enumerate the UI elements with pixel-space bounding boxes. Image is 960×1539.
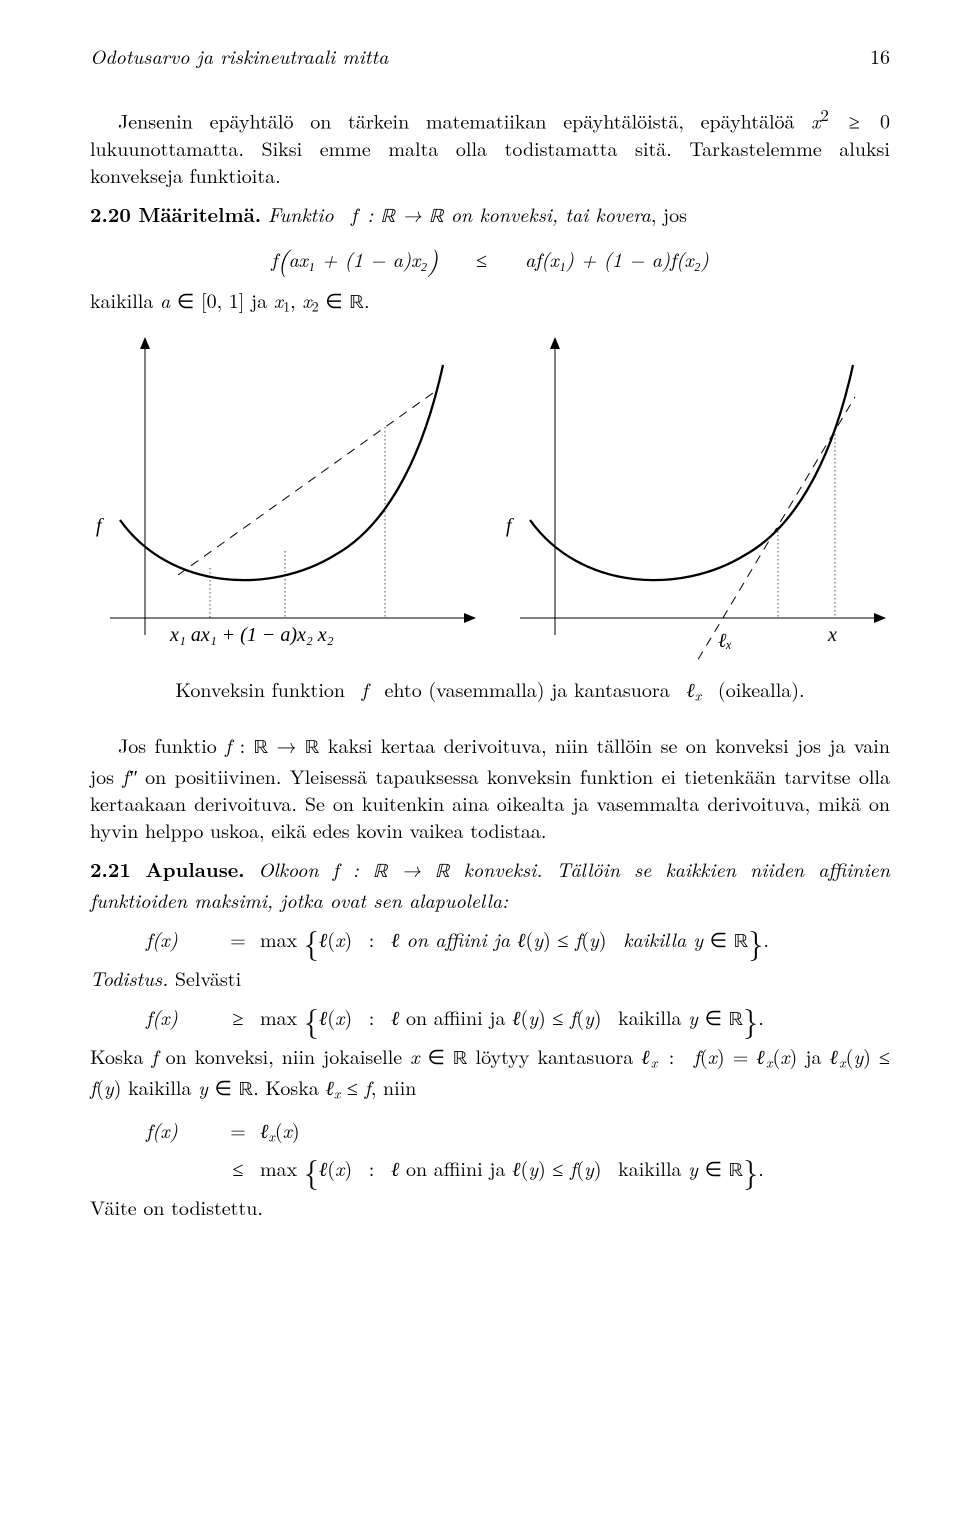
svg-text:x₁ ax₁ + (1 − a)x₂ x₂: x₁ ax₁ + (1 − a)x₂ x₂ <box>169 624 334 646</box>
definition-head: 2.20 Määritelmä. <box>90 199 261 228</box>
running-header: Odotusarvo ja riskineutraali mitta 16 <box>90 42 890 69</box>
figure-left: f x₁ ax₁ + (1 − a)x₂ x₂ <box>90 335 480 665</box>
svg-text:ℓₓ: ℓₓ <box>718 630 732 652</box>
final-eq-line-1: f(x) = ℓx(x) <box>146 1116 890 1146</box>
proof-head: Todistus. <box>90 963 168 992</box>
para-konveksi-ks: Koska f on konveksi, niin jokaiselle x ∈… <box>90 1042 890 1104</box>
final-eq-line-2: ≤ max {ℓ(x) : ℓ on affiini ja ℓ(y) ≤ f(y… <box>146 1154 890 1185</box>
svg-text:f: f <box>506 515 514 537</box>
para-intro: Jensenin epäyhtälö on tärkein matematiik… <box>90 103 890 188</box>
svg-text:x: x <box>827 624 837 646</box>
definition-2-20: 2.20 Määritelmä. Funktio f : ℝ → ℝ on ko… <box>90 200 890 231</box>
figure-right: f ℓₓ x <box>500 335 890 665</box>
running-title: Odotusarvo ja riskineutraali mitta <box>90 42 388 69</box>
lemma-equation: f(x) = max {ℓ(x) : ℓ on affiini ja ℓ(y) … <box>146 925 890 956</box>
page-number: 16 <box>870 42 890 69</box>
lemma-head: 2.21 Apulause. <box>90 854 245 883</box>
figure-caption: Konveksin funktion f ehto (vasemmalla) j… <box>90 675 890 705</box>
lemma-2-21: 2.21 Apulause. Olkoon f : ℝ → ℝ konveksi… <box>90 855 890 913</box>
proof-word: Selvästi <box>175 963 241 992</box>
proof-equation-1: f(x) ≥ max {ℓ(x) : ℓ on affiini ja ℓ(y) … <box>146 1003 890 1034</box>
svg-text:f: f <box>96 515 104 537</box>
para-deriv: Jos funktio f : ℝ → ℝ kaksi kertaa deriv… <box>90 731 890 843</box>
definition-tail: kaikilla a ∈ [0, 1] ja x1, x2 ∈ ℝ. <box>90 286 890 317</box>
proof-end: Väite on todistettu. <box>90 1193 890 1220</box>
definition-formula: f(ax₁ + (1 − a)x₂) ≤ af(x₁) + (1 − a)f(x… <box>90 245 890 272</box>
figure-row: f x₁ ax₁ + (1 − a)x₂ x₂ f ℓₓ x <box>90 335 890 665</box>
proof-start: Todistus. Selvästi <box>90 964 890 991</box>
